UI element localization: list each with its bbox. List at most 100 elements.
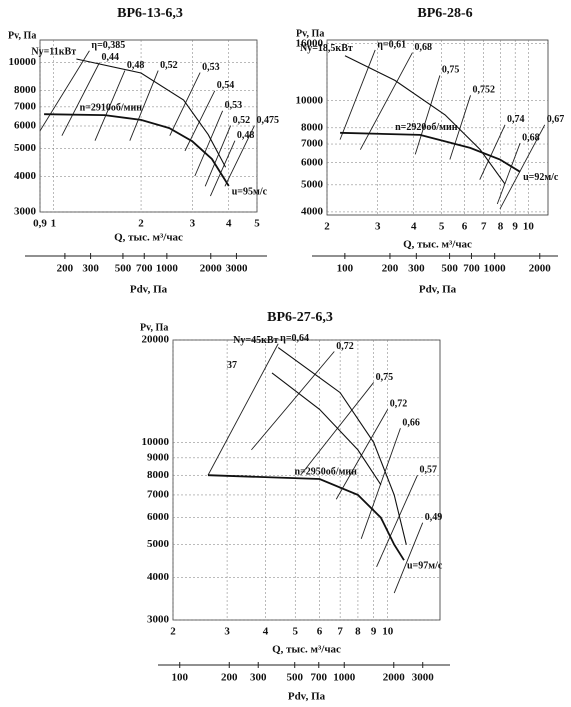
x2-tick-label: 100 [171,672,188,684]
y-tick-label: 10000 [296,94,324,106]
x-axis-label: Q, тыс. м³/час [403,239,472,251]
curve [76,58,227,168]
efficiency-line [376,475,418,568]
efficiency-label: 0,48 [237,130,255,141]
efficiency-label: 0,57 [419,465,437,476]
curve [340,131,521,173]
x-tick-label: 4 [263,626,269,638]
x-tick-label: 10 [382,626,394,638]
efficiency-label: 0,52 [233,115,251,126]
efficiency-label: 0,72 [390,399,408,410]
efficiency-label: 0,68 [414,42,432,53]
efficiency-label: η=0,64 [280,333,309,344]
y-tick-label: 3000 [14,206,37,218]
efficiency-line [184,90,216,152]
y-axis-label: Pv, Па [296,28,324,39]
y-tick-label: 8000 [14,84,37,96]
x-tick-label: 6 [317,626,323,638]
efficiency-line [499,124,546,210]
x2-tick-label: 200 [57,263,74,275]
y-tick-label: 7000 [301,138,324,150]
x2-tick-label: 100 [337,263,354,275]
curve-end-label: u=97м/с [407,560,443,571]
x2-axis-label: Pdv, Па [419,284,457,296]
y-tick-label: 6000 [147,511,170,523]
y-tick-label: 5000 [301,178,324,190]
efficiency-line [393,522,424,594]
efficiency-line [449,95,471,160]
efficiency-label: 0,72 [336,341,354,352]
x2-tick-label: 3000 [225,263,248,275]
efficiency-line [204,125,232,187]
efficiency-line [207,343,279,476]
efficiency-label: 0,74 [507,114,525,125]
curve-end-label: u=95м/с [232,186,268,197]
efficiency-label: 0,67 [547,114,565,125]
curve-label: n=2920об/мин [395,122,458,133]
x2-tick-label: 2000 [200,263,223,275]
efficiency-label: 0,68 [522,132,540,143]
efficiency-label: 0,475 [256,115,279,126]
x2-tick-label: 300 [250,672,267,684]
y-tick-label: 4000 [147,571,170,583]
x2-tick-label: 500 [115,263,132,275]
curve-label: Ny=45кВт [233,335,278,346]
x-tick-label: 5 [439,221,445,233]
curve [271,372,382,486]
curve-label: 37 [227,360,237,371]
y-tick-label: 10000 [142,436,170,448]
y-tick-label: 9000 [147,451,170,463]
x-tick-label: 3 [190,218,196,230]
efficiency-line [496,143,521,205]
curve [344,55,506,185]
efficiency-label: 0,52 [160,60,178,71]
curve-label: Ny=11кВт [31,46,76,57]
efficiency-line [251,351,335,451]
x2-tick-label: 300 [408,263,425,275]
x2-tick-label: 700 [463,263,480,275]
efficiency-line [335,409,389,500]
efficiency-line [339,49,376,140]
efficiency-line [129,70,159,141]
efficiency-label: 0,48 [127,60,145,71]
efficiency-line [224,125,255,187]
y-tick-label: 20000 [142,334,170,346]
y-axis-label: Pv, Па [8,30,36,41]
efficiency-line [414,75,441,155]
y-tick-label: 4000 [301,205,324,217]
curve-label: n=2950об/мин [295,466,358,477]
x2-tick-label: 200 [221,672,238,684]
x-tick-label: 3 [375,221,381,233]
x2-tick-label: 1000 [156,263,179,275]
x2-tick-label: 700 [311,672,328,684]
x2-axis-label: Pdv, Па [130,284,168,296]
x-tick-label: 2 [170,626,176,638]
curve-label: n=2910об/мин [80,102,143,113]
x-tick-label: 5 [254,218,260,230]
y-tick-label: 8000 [301,121,324,133]
y-tick-label: 16000 [296,37,324,49]
y-tick-label: 7000 [147,488,170,500]
x2-tick-label: 500 [441,263,458,275]
x-tick-label: 2 [138,218,144,230]
y-axis-label: Pv, Па [140,322,168,333]
plot-frame [326,39,549,216]
y-tick-label: 6000 [301,156,324,168]
x-tick-label: 7 [481,221,487,233]
x-tick-label: 2 [324,221,330,233]
x-tick-label: 9 [371,626,377,638]
x-tick-label: 10 [523,221,535,233]
x-tick-label: 8 [355,626,361,638]
x2-tick-label: 700 [136,263,153,275]
efficiency-line [39,50,90,132]
efficiency-line [360,428,401,539]
x2-tick-label: 2000 [529,263,552,275]
x-axis-label: Q, тыс. м³/час [114,232,183,244]
chart-title: ВР6-13-6,3 [117,6,183,21]
y-tick-label: 8000 [147,469,170,481]
x-tick-label: 6 [462,221,468,233]
x-tick-label: 4 [411,221,417,233]
y-tick-label: 5000 [147,538,170,550]
efficiency-line [169,72,201,136]
efficiency-label: 0,53 [225,100,243,111]
